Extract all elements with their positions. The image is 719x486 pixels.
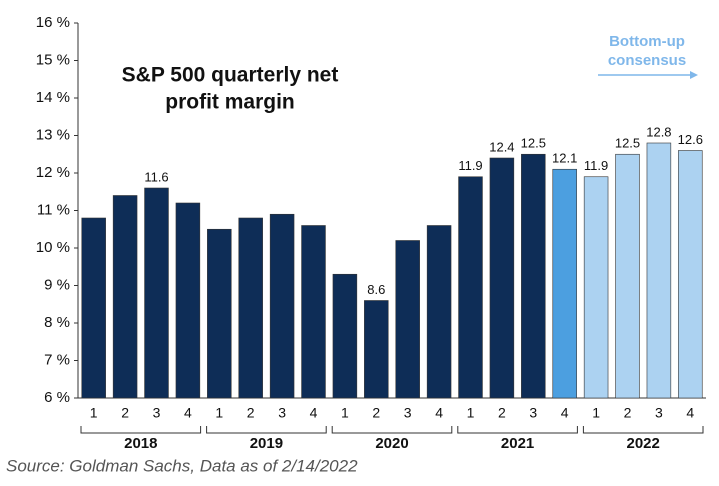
x-tick-label: 1 bbox=[341, 405, 349, 421]
bar bbox=[615, 153, 640, 399]
x-tick-label: 1 bbox=[90, 405, 98, 421]
group-bracket bbox=[457, 426, 578, 434]
data-label: 12.6 bbox=[678, 132, 703, 147]
data-label: 11.6 bbox=[144, 169, 168, 184]
x-tick-label: 1 bbox=[467, 405, 475, 421]
group-bracket bbox=[80, 426, 202, 434]
y-tick-label: 11 % bbox=[37, 201, 70, 218]
y-tick-label: 12 % bbox=[36, 164, 70, 181]
x-tick-label: 4 bbox=[561, 405, 569, 421]
bar bbox=[144, 187, 169, 399]
y-tick-label: 14 % bbox=[36, 89, 70, 106]
data-label: 12.4 bbox=[489, 139, 514, 154]
y-tick-label: 9 % bbox=[44, 276, 70, 293]
y-tick-label: 6 % bbox=[44, 389, 70, 406]
x-tick-label: 2 bbox=[372, 405, 380, 421]
y-tick-label: 7 % bbox=[44, 351, 70, 368]
bar bbox=[426, 225, 452, 399]
group-label: 2022 bbox=[627, 435, 660, 452]
y-tick-label: 15 % bbox=[36, 51, 70, 68]
source: Source: Goldman Sachs, Data as of 2/14/2… bbox=[6, 456, 358, 475]
x-tick-label: 3 bbox=[278, 405, 286, 421]
x-tick-label: 3 bbox=[153, 405, 161, 421]
x-tick-label: 3 bbox=[655, 405, 663, 421]
x-tick-label: 4 bbox=[310, 405, 318, 421]
annotation: consensus bbox=[608, 52, 686, 69]
group-label: 2021 bbox=[501, 435, 534, 452]
x-tick-label: 4 bbox=[686, 405, 694, 421]
group-bracket bbox=[582, 426, 704, 434]
bar bbox=[552, 168, 577, 399]
group-label: 2018 bbox=[124, 435, 157, 452]
bar bbox=[207, 228, 232, 399]
data-label: 12.8 bbox=[646, 124, 671, 139]
data-label: 12.5 bbox=[521, 136, 546, 151]
x-tick-label: 2 bbox=[121, 405, 129, 421]
bar bbox=[112, 195, 138, 399]
x-tick-label: 2 bbox=[247, 405, 255, 421]
bar bbox=[364, 300, 389, 399]
data-label: 12.1 bbox=[552, 151, 577, 166]
bar bbox=[646, 142, 672, 399]
chart-title: profit margin bbox=[165, 91, 295, 114]
bar bbox=[175, 202, 201, 399]
x-tick-label: 2 bbox=[498, 405, 506, 421]
bar bbox=[395, 240, 420, 399]
x-tick-label: 3 bbox=[404, 405, 412, 421]
bar bbox=[678, 150, 703, 399]
group-label: 2020 bbox=[375, 435, 408, 452]
x-tick-label: 2 bbox=[624, 405, 632, 421]
x-tick-label: 4 bbox=[184, 405, 192, 421]
chart-title: S&P 500 quarterly net bbox=[122, 64, 339, 87]
group-bracket bbox=[206, 426, 327, 434]
group-bracket bbox=[331, 426, 453, 434]
annotation-arrowhead bbox=[690, 71, 698, 79]
data-label: 12.5 bbox=[615, 136, 640, 151]
x-tick-label: 3 bbox=[529, 405, 537, 421]
y-tick-label: 8 % bbox=[44, 314, 70, 331]
bar bbox=[521, 153, 546, 399]
bar bbox=[81, 217, 106, 399]
bar bbox=[332, 273, 358, 399]
x-tick-label: 1 bbox=[592, 405, 600, 421]
x-tick-label: 1 bbox=[215, 405, 223, 421]
bar bbox=[269, 213, 295, 399]
data-label: 8.6 bbox=[367, 282, 385, 297]
y-tick-label: 10 % bbox=[36, 239, 70, 256]
y-tick-label: 16 % bbox=[36, 14, 70, 31]
bar bbox=[489, 157, 515, 399]
bar bbox=[238, 217, 263, 399]
bar bbox=[583, 176, 609, 399]
y-tick-label: 13 % bbox=[36, 126, 70, 143]
data-label: 11.9 bbox=[458, 158, 482, 173]
data-label: 11.9 bbox=[584, 158, 608, 173]
bar bbox=[458, 176, 483, 399]
bar bbox=[301, 225, 326, 399]
annotation: Bottom-up bbox=[609, 33, 685, 50]
x-tick-label: 4 bbox=[435, 405, 443, 421]
group-label: 2019 bbox=[250, 435, 283, 452]
